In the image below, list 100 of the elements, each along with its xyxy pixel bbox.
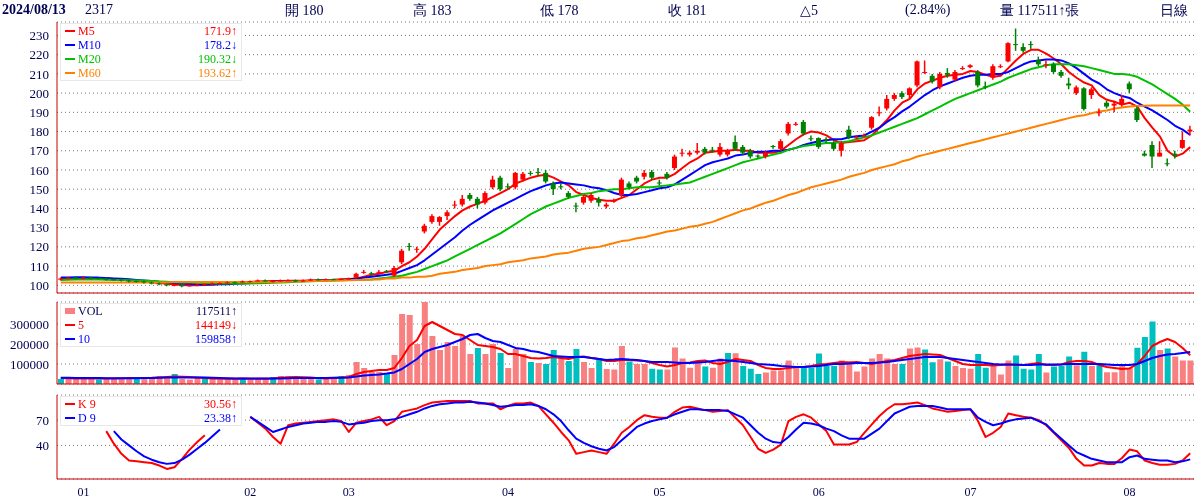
bar — [490, 344, 497, 384]
bar — [497, 353, 504, 384]
bar — [1164, 348, 1171, 384]
candlestick — [535, 167, 541, 177]
candlestick — [808, 134, 814, 142]
legend-label: VOL — [78, 304, 103, 318]
text: 收 181 — [668, 2, 707, 20]
candlestick — [1149, 140, 1155, 169]
legend-label: K 9 — [78, 397, 96, 411]
bar — [1157, 350, 1164, 384]
y-tick-label: 100000 — [10, 356, 49, 372]
bar — [899, 364, 906, 384]
bar — [1088, 366, 1095, 384]
bar — [437, 350, 443, 384]
bar — [588, 368, 595, 384]
bar — [505, 368, 512, 384]
bar — [1096, 365, 1103, 384]
x-tick-label: 01 — [77, 484, 90, 499]
legend-label: M5 — [78, 24, 95, 38]
y-tick-label: 120 — [29, 239, 49, 255]
y-tick-label: 200000 — [10, 336, 49, 352]
y-tick-label: 130 — [29, 220, 49, 236]
annotation: 193.62↑ — [198, 66, 237, 80]
annotation: 23.38↑ — [204, 411, 237, 425]
candlestick — [611, 198, 617, 204]
text: 高 183 — [413, 2, 452, 20]
annotation: 144149↓ — [195, 318, 237, 332]
candlestick — [558, 182, 564, 190]
y-tick-label: 150 — [29, 181, 49, 197]
bar — [891, 364, 898, 384]
bar — [1172, 356, 1179, 384]
bar — [474, 348, 481, 384]
bar — [702, 366, 709, 384]
y-tick-label: 170 — [29, 143, 49, 159]
candlestick — [80, 275, 86, 281]
bar — [634, 364, 641, 384]
bar — [664, 369, 671, 384]
bar — [535, 363, 542, 384]
candlestick — [1005, 41, 1011, 64]
annotation: 178.2↓ — [204, 38, 237, 52]
candlestick — [679, 148, 685, 158]
bar — [482, 354, 489, 384]
candlestick — [1111, 100, 1117, 114]
x-tick-label: 03 — [342, 484, 355, 499]
text: △5 — [800, 2, 818, 19]
y-tick-label: 300000 — [10, 316, 49, 332]
legend-label: 10 — [78, 332, 90, 346]
candlestick — [770, 144, 776, 150]
chart-subtitle: 2317 — [85, 2, 113, 18]
candlestick — [338, 277, 344, 281]
bar — [1073, 365, 1080, 384]
y-tick-label: 40 — [36, 438, 49, 454]
bar — [952, 366, 959, 384]
y-tick-label: 210 — [29, 66, 49, 82]
text: (2.84%) — [905, 2, 951, 18]
bar — [929, 362, 936, 384]
candlestick — [209, 281, 215, 286]
bar — [656, 369, 663, 384]
y-tick-label: 220 — [29, 47, 49, 63]
text: 量 117511↑張 — [1000, 2, 1080, 20]
bar — [558, 358, 565, 384]
y-tick-label: 70 — [36, 412, 49, 428]
x-tick-label: 04 — [502, 484, 515, 499]
y-tick-label: 190 — [29, 104, 49, 120]
annotation: 117511↑ — [195, 304, 237, 318]
y-tick-label: 140 — [29, 201, 49, 217]
candlestick — [65, 275, 71, 281]
x-tick-label: 02 — [244, 484, 257, 499]
legend-label: M10 — [78, 38, 101, 52]
y-tick-label: 160 — [29, 162, 49, 178]
legend-label: M60 — [78, 66, 101, 80]
bar — [1149, 321, 1156, 384]
candlestick — [1164, 157, 1170, 167]
bar — [997, 374, 1004, 384]
bar — [740, 366, 747, 384]
bar — [626, 361, 633, 384]
candlestick — [876, 105, 882, 117]
candlestick — [323, 277, 329, 281]
candlestick — [1187, 125, 1193, 137]
candlestick — [694, 142, 700, 156]
candlestick — [573, 201, 579, 214]
candlestick — [406, 242, 412, 252]
bar — [944, 361, 951, 384]
candlestick — [793, 121, 799, 127]
bar — [527, 362, 534, 384]
bar — [543, 364, 550, 384]
x-tick-label: 08 — [1123, 484, 1136, 499]
candlestick — [1081, 86, 1087, 112]
text: 日線 — [1160, 2, 1188, 20]
bar — [967, 368, 974, 384]
chart-title: 2024/08/13 — [2, 2, 66, 18]
x-tick-label: 05 — [653, 484, 666, 499]
y-tick-label: 230 — [29, 28, 49, 44]
x-tick-label: 06 — [812, 484, 825, 499]
candlestick — [1096, 107, 1102, 117]
annotation: 30.56↑ — [204, 397, 237, 411]
y-tick-label: 200 — [29, 85, 49, 101]
y-tick-label: 100 — [29, 277, 49, 293]
line-series — [59, 104, 1192, 284]
candlestick — [103, 276, 109, 282]
